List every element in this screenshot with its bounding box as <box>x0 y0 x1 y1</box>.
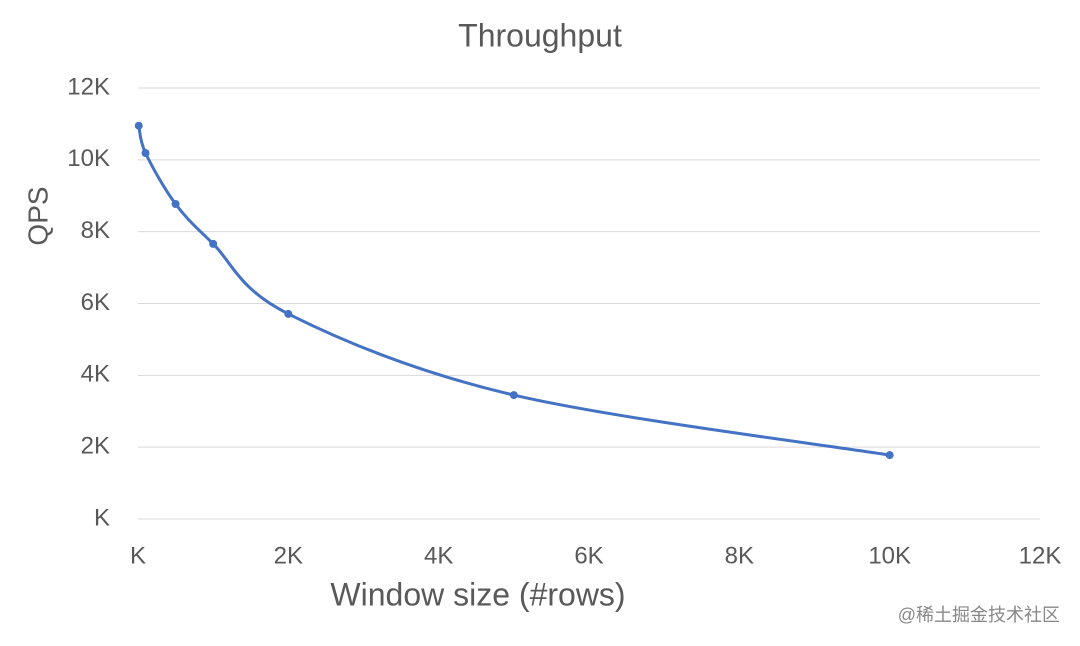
marker <box>885 451 894 460</box>
x-tick-label: 12K <box>1019 542 1062 569</box>
x-tick-label: 8K <box>725 542 754 569</box>
y-tick-label: 10K <box>67 145 110 172</box>
y-tick-label: 12K <box>67 73 110 100</box>
watermark: @稀土掘金技术社区 <box>898 605 1060 625</box>
marker <box>209 239 218 248</box>
y-axis-title: QPS <box>22 186 53 245</box>
y-tick-label: 8K <box>81 217 110 244</box>
marker <box>171 200 180 209</box>
x-tick-label: 4K <box>424 542 453 569</box>
y-tick-label: 4K <box>81 361 110 388</box>
x-tick-label: K <box>130 542 146 569</box>
marker <box>284 309 293 318</box>
marker <box>134 121 143 130</box>
chart-title: Throughput <box>458 17 622 53</box>
marker <box>141 149 150 158</box>
marker <box>509 391 518 400</box>
x-tick-label: 10K <box>868 542 911 569</box>
x-tick-label: 6K <box>574 542 603 569</box>
line <box>137 125 890 457</box>
x-axis-title: Window size (#rows) <box>330 576 625 612</box>
y-tick-label: 6K <box>81 289 110 316</box>
y-tick-label: 2K <box>81 433 110 460</box>
y-tick-label: K <box>94 504 110 531</box>
x-tick-label: 2K <box>274 542 303 569</box>
